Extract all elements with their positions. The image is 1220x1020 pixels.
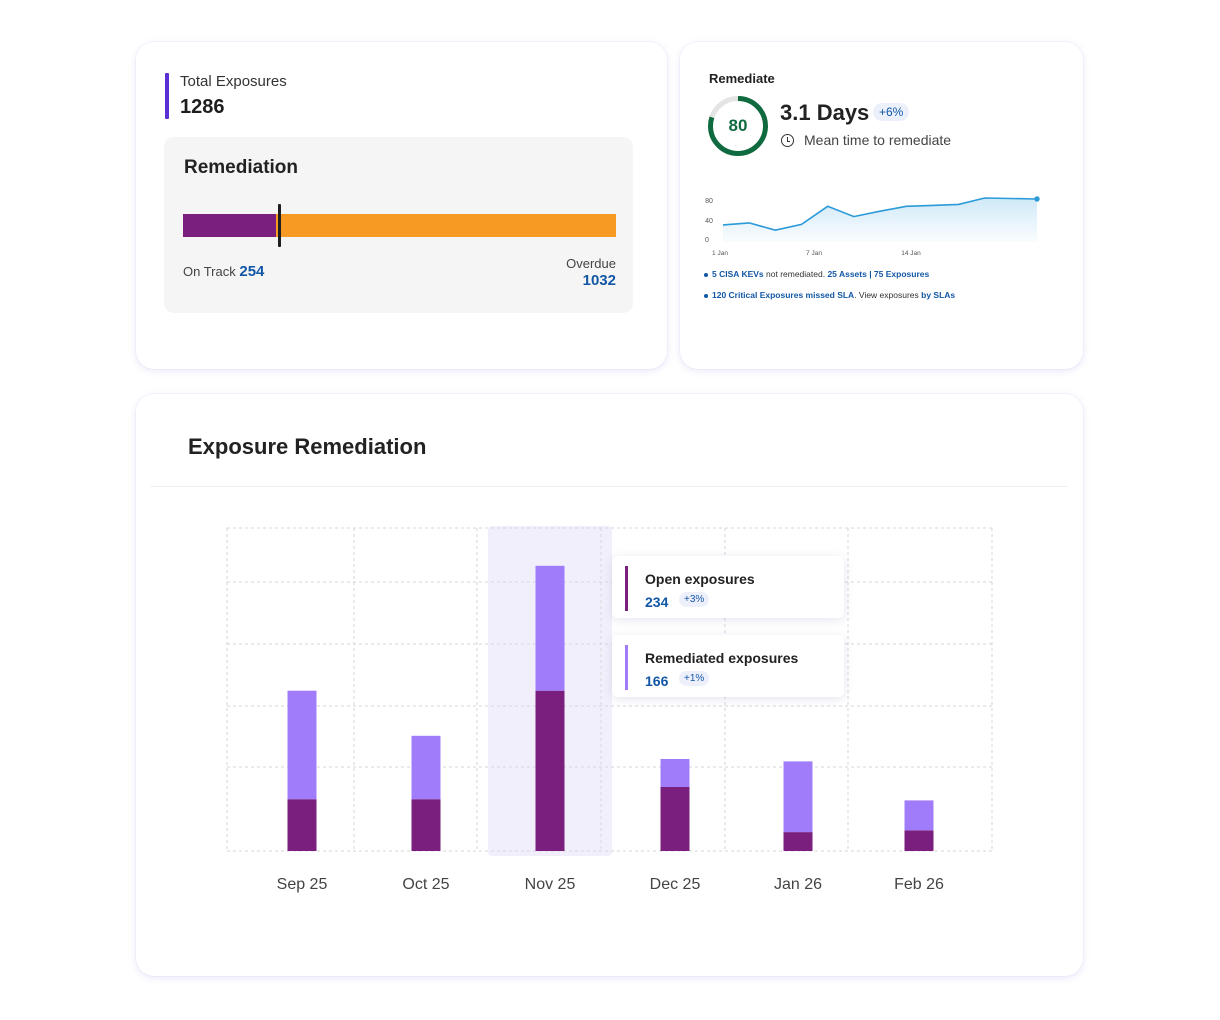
- score-gauge: [708, 96, 768, 156]
- total-exposures-label: Total Exposures: [180, 73, 287, 90]
- x-axis-tick-label: Oct 25: [402, 876, 449, 893]
- mttr-subtitle: Mean time to remediate: [781, 132, 951, 148]
- progress-marker: [278, 204, 282, 247]
- accent-bar: [165, 73, 169, 119]
- bar-open-exposures: [411, 799, 441, 851]
- x-axis-tick-label: Dec 25: [650, 876, 701, 893]
- on-track-fill: [183, 214, 277, 237]
- bar-open-exposures: [904, 830, 934, 851]
- bar-open-exposures: [535, 690, 565, 851]
- trend-area: [723, 198, 1037, 242]
- overdue-stat: Overdue 1032: [566, 255, 616, 289]
- remediate-title: Remediate: [709, 71, 775, 86]
- x-tick: 14 Jan: [901, 250, 921, 257]
- kev-assets-link[interactable]: 25 Assets | 75 Exposures: [827, 269, 930, 279]
- tooltip-label: Open exposures: [645, 571, 755, 587]
- bar-remediated-exposures: [783, 761, 813, 833]
- remediation-panel: Remediation On Track 254 Overdue 1032: [164, 137, 633, 313]
- divider: [150, 486, 1068, 487]
- on-track-value[interactable]: 254: [239, 263, 265, 280]
- by-sla-link[interactable]: by SLAs: [921, 290, 956, 300]
- exposure-bar-chart: Sep 25 Oct 25 Nov 25 Dec 25 Jan 26 Feb 26: [226, 526, 993, 893]
- remediation-progress-bar: [183, 204, 616, 247]
- mttr-trend-chart: 80 40 0 1 Jan 7 Jan 14 Jan: [705, 196, 1040, 257]
- change-badge: +6%: [873, 103, 910, 121]
- x-axis-tick-label: Sep 25: [277, 876, 328, 893]
- x-tick: 7 Jan: [806, 250, 822, 257]
- y-tick: 40: [705, 218, 713, 225]
- mttr-label: Mean time to remediate: [804, 132, 952, 148]
- series-color-marker: [625, 645, 628, 690]
- kev-link[interactable]: 5 CISA KEVs: [712, 269, 764, 279]
- bar-open-exposures: [783, 832, 813, 851]
- gauge-arc: [708, 96, 768, 156]
- overdue-label: Overdue: [566, 256, 616, 271]
- tooltip-label: Remediated exposures: [645, 650, 799, 666]
- tooltip-value: 166: [645, 673, 669, 689]
- bar-remediated-exposures: [660, 759, 690, 787]
- bar-open-exposures: [287, 799, 317, 851]
- tooltip-open-exposures: Open exposures 234 +3%: [612, 556, 844, 618]
- clock-icon: [781, 134, 794, 147]
- chart-tooltip: Open exposures 234 +3% Remediated exposu…: [612, 556, 848, 706]
- x-axis-tick-label: Nov 25: [525, 876, 576, 893]
- bar-remediated-exposures: [904, 800, 934, 831]
- bar-remediated-exposures: [535, 565, 565, 691]
- tooltip-value: 234: [645, 594, 669, 610]
- exposure-remediation-card: Exposure Remediation Sep 25 Oct 25 Nov 25 D…: [136, 394, 1083, 976]
- overdue-value[interactable]: 1032: [582, 272, 616, 289]
- x-tick: 1 Jan: [712, 250, 728, 257]
- on-track-label: On Track: [183, 264, 236, 279]
- y-tick: 0: [705, 237, 709, 244]
- sla-note: 120 Critical Exposures missed SLA. View …: [703, 290, 956, 300]
- trend-line: [722, 197, 1038, 232]
- chart-grid: [226, 527, 993, 852]
- tooltip-remediated-exposures: Remediated exposures 166 +1%: [612, 635, 844, 697]
- mttr-days: 3.1 Days: [780, 100, 870, 125]
- bar-remediated-exposures: [287, 690, 317, 800]
- kev-note: 5 CISA KEVs not remediated. 25 Assets | …: [703, 269, 930, 279]
- exposure-remediation-title: Exposure Remediation: [188, 434, 427, 459]
- total-exposures-card: Total Exposures 1286 Remediation On Trac…: [136, 42, 667, 369]
- series-color-marker: [625, 566, 628, 611]
- bar-remediated-exposures: [411, 735, 441, 800]
- tooltip-change-badge: +1%: [679, 671, 710, 686]
- bar-open-exposures: [660, 787, 690, 851]
- sla-link[interactable]: 120 Critical Exposures missed SLA: [712, 290, 855, 300]
- x-axis-tick-label: Feb 26: [894, 876, 944, 893]
- remediation-title: Remediation: [184, 157, 299, 178]
- x-axis-tick-label: Jan 26: [774, 876, 822, 893]
- remediate-card: Remediate 80 3.1 Days +6% Mean time to r…: [680, 42, 1083, 369]
- tooltip-change-badge: +3%: [679, 592, 710, 607]
- score-value: 80: [728, 116, 748, 135]
- on-track-stat: On Track 254: [183, 263, 264, 280]
- total-exposures-value: 1286: [180, 96, 225, 118]
- trend-endpoint: [1034, 196, 1040, 202]
- y-tick: 80: [705, 198, 713, 205]
